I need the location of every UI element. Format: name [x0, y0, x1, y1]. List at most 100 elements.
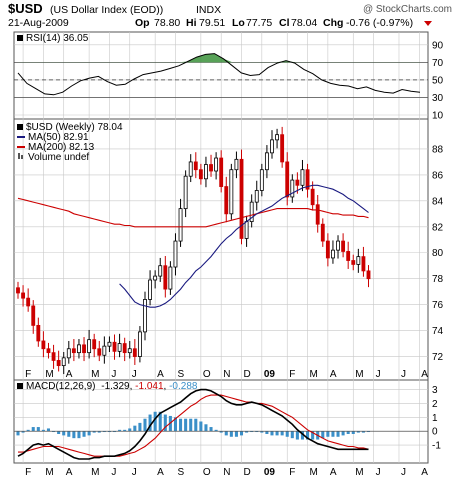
chg-value: -0.76 (-0.97%): [346, 17, 413, 29]
macd-histogram-bar: [219, 431, 223, 433]
price-candle: [264, 152, 269, 171]
macd-histogram-bar: [326, 431, 330, 437]
rsi-legend-swatch: [17, 35, 23, 41]
price-candle: [193, 161, 198, 171]
macd-month-label: F: [289, 467, 295, 478]
macd-histogram-bar: [199, 421, 203, 432]
price-candle: [310, 188, 315, 206]
price-candle: [259, 169, 264, 191]
price-candle: [56, 360, 61, 367]
price-candle: [336, 240, 340, 251]
macd-histogram-bar: [255, 431, 259, 433]
macd-histogram-bar: [118, 429, 122, 432]
macd-histogram-bar: [224, 431, 228, 436]
price-candle: [112, 341, 117, 352]
macd-histogram-bar: [366, 431, 371, 433]
rsi-legend: RSI(14) 36.05: [17, 33, 89, 44]
price-month-label: A: [66, 369, 73, 380]
macd-sep: ,: [130, 381, 136, 392]
price-candle: [254, 190, 259, 203]
macd-histogram-bar: [209, 427, 213, 432]
macd-tick-label: 2: [432, 399, 438, 410]
volume-legend-swatch: [21, 155, 23, 159]
price-month-label: M: [355, 369, 363, 380]
price-candle: [183, 175, 188, 210]
price-candle: [214, 157, 219, 172]
signal-line: [18, 394, 369, 457]
symbol: $USD: [8, 1, 43, 16]
price-candle: [305, 169, 310, 190]
hi-value: 79.51: [199, 17, 225, 29]
price-month-label: 09: [264, 369, 276, 380]
macd-legend-swatch: [17, 383, 23, 389]
macd-histogram-bar: [306, 431, 310, 440]
price-candle: [97, 348, 102, 356]
price-candle: [61, 357, 66, 367]
macd-month-label: D: [244, 467, 251, 478]
macd-month-label: M: [355, 467, 363, 478]
price-candle: [51, 352, 56, 361]
macd-histogram-bar: [158, 411, 162, 432]
price-candle: [315, 204, 320, 225]
macd-histogram-bar: [148, 414, 152, 432]
cl-label: Cl: [279, 17, 290, 29]
macd-month-label: A: [421, 467, 428, 478]
macd-histogram-bar: [260, 431, 264, 433]
price-candle: [285, 161, 290, 198]
rsi-tick-label: 10: [432, 111, 444, 122]
index-name: (US Dollar Index (EOD)): [50, 4, 163, 16]
macd-month-label: A: [330, 467, 337, 478]
price-month-label: S: [177, 369, 184, 380]
macd-histogram-bar: [341, 431, 345, 436]
macd-histogram-bar: [153, 411, 157, 432]
rsi-overbought-fill: [18, 53, 420, 63]
macd-month-label: A: [66, 467, 73, 478]
price-candle: [122, 343, 127, 354]
rsi-tick-label: 50: [432, 75, 444, 86]
price-candle: [127, 348, 132, 354]
macd-histogram-bar: [163, 414, 167, 432]
rsi-tick-label: 90: [432, 40, 444, 51]
macd-histogram-bar: [87, 431, 91, 436]
ma50-legend-label: MA(50) 82.91: [28, 132, 89, 143]
macd-month-label: N: [223, 467, 230, 478]
price-month-label: M: [310, 369, 318, 380]
macd-month-label: J: [132, 467, 137, 478]
price-candle: [137, 331, 142, 357]
macd-month-label: F: [25, 467, 31, 478]
lo-value: 77.75: [246, 17, 272, 29]
price-tick-label: 82: [432, 222, 444, 233]
price-series: [16, 126, 371, 375]
price-candle: [224, 186, 229, 215]
price-candle: [280, 134, 285, 163]
cl-value: 78.04: [291, 17, 317, 29]
price-tick-label: 80: [432, 248, 444, 259]
macd-histogram-bar: [143, 418, 147, 432]
macd-month-label: M: [45, 467, 53, 478]
macd-histogram-bar: [41, 429, 45, 432]
macd-tick-label: -1: [432, 441, 441, 452]
grid-lines: [14, 32, 428, 463]
price-candle: [351, 260, 356, 265]
price-month-label: J: [401, 369, 406, 380]
macd-tick-label: 3: [432, 385, 438, 396]
price-candle: [66, 348, 71, 359]
price-month-label: M: [91, 369, 99, 380]
chg-label: Chg: [323, 17, 343, 29]
price-month-label: A: [421, 369, 428, 380]
price-candle: [244, 221, 249, 239]
price-candle: [153, 275, 158, 281]
price-candle: [132, 348, 137, 357]
price-candle: [366, 270, 371, 280]
price-month-label: J: [376, 369, 381, 380]
macd-month-label: J: [111, 467, 116, 478]
price-candle: [26, 297, 31, 307]
price-candle: [107, 341, 112, 347]
price-candle: [163, 265, 168, 290]
ma200-legend-label: MA(200) 82.13: [28, 142, 95, 153]
price-candle: [148, 279, 152, 300]
price-month-label: M: [45, 369, 53, 380]
macd-tick-label: 1: [432, 413, 438, 424]
macd-tick-label: 0: [432, 427, 438, 438]
price-tick-label: 74: [432, 326, 444, 337]
